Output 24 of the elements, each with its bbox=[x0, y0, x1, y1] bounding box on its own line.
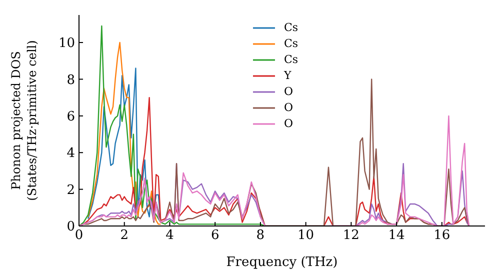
legend-label: Cs bbox=[284, 36, 298, 52]
legend-label: Cs bbox=[284, 52, 298, 68]
x-axis-title: Frequency (THz) bbox=[226, 255, 338, 270]
x-tick-label: 2 bbox=[120, 228, 129, 244]
y-tick-label: 6 bbox=[66, 110, 75, 125]
x-tick-label: 10 bbox=[298, 228, 314, 244]
legend-label: O bbox=[284, 116, 294, 132]
x-tick-label: 16 bbox=[434, 228, 450, 244]
legend-label: Cs bbox=[284, 20, 298, 36]
legend-label: Y bbox=[284, 68, 292, 84]
y-axis-title: Phonon projected DOS (States/THz·primitive cell) bbox=[9, 40, 39, 201]
line-series bbox=[87, 68, 162, 222]
x-tick-label: 8 bbox=[256, 228, 265, 244]
legend-label: O bbox=[284, 100, 294, 116]
y-tick-label: 10 bbox=[58, 36, 75, 52]
x-tick-label: 14 bbox=[388, 228, 405, 244]
legend-label: O bbox=[284, 84, 294, 100]
y-tick-label: 2 bbox=[66, 182, 75, 198]
y-tick-label: 8 bbox=[66, 72, 75, 88]
x-tick-label: 12 bbox=[342, 228, 360, 244]
line-series bbox=[87, 42, 162, 225]
x-tick-label: 6 bbox=[210, 228, 220, 244]
y-tick-label: 4 bbox=[66, 146, 75, 162]
x-tick-label: 4 bbox=[166, 228, 174, 244]
